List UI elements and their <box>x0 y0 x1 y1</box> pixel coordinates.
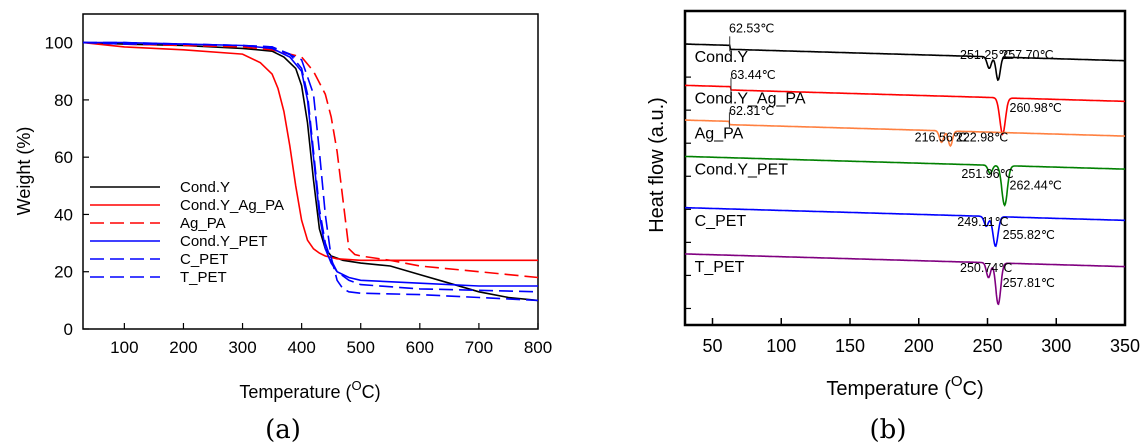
panel-a-plot-frame <box>82 13 539 330</box>
panel-b-peak-label: 257.70℃ <box>1001 48 1053 62</box>
panel-b-curve-label: Cond.Y_Ag_PA <box>695 91 806 108</box>
panel-b-peak-label: 62.53℃ <box>729 21 774 35</box>
panel-a-caption: (a) <box>265 415 301 445</box>
panel-a-x-tick-label: 500 <box>347 338 375 357</box>
panel-b-x-tick-label: 350 <box>1110 336 1140 356</box>
panel-b-series-cond-y <box>685 43 1125 82</box>
panel-b-x-tick-label: 300 <box>1041 336 1071 356</box>
panel-b-peak-label: 260.98℃ <box>1010 101 1062 115</box>
panel-a-legend-label: Cond.Y_Ag_PA <box>180 197 284 214</box>
panel-b-peak-label: 251.25℃ <box>960 48 1012 62</box>
panel-b-peak-label: 63.44℃ <box>730 68 775 82</box>
panel-a-series-cond-y-pet <box>83 41 538 287</box>
panel-b-x-tick-label: 200 <box>904 336 934 356</box>
panel-b-x-tick-label: 100 <box>766 336 796 356</box>
panel-a-y-tick-label: 20 <box>54 263 73 282</box>
panel-b-peak-label: 250.74℃ <box>960 261 1012 275</box>
panel-b-curve-label: Ag_PA <box>695 125 744 142</box>
panel-b-x-tick-label: 50 <box>702 336 722 356</box>
panel-b-curve-label: Cond.Y <box>695 49 749 66</box>
panel-a-x-tick-label: 100 <box>110 338 138 357</box>
panel-b-curve-label: Cond.Y_PET <box>695 162 789 179</box>
panel-b-x-axis-label: Temperature (OC) <box>826 373 983 400</box>
panel-a-legend-label: Cond.Y <box>180 179 230 196</box>
panel-b-series-cond-y-ag-pa <box>685 84 1126 136</box>
panel-b-curve-labels: Cond.Y Cond.Y_Ag_PA Ag_PA Cond.Y_PET C_PET T_… <box>695 49 806 276</box>
panel-a-series-cond-y-ag-pa <box>82 41 538 262</box>
panel-b-series-t-pet <box>684 253 1125 306</box>
panel-a-y-tick-label: 40 <box>54 205 73 224</box>
panel-b-peak-label: 216.56℃ <box>915 131 967 145</box>
panel-b-curve-label: T_PET <box>695 259 745 276</box>
panel-a-legend-label: Ag_PA <box>180 215 226 232</box>
panel-b-series-c-pet <box>685 206 1126 248</box>
panel-a-x-tick-label: 600 <box>406 338 434 357</box>
panel-a-x-tick-label: 800 <box>524 338 552 357</box>
panel-a-series <box>82 41 539 302</box>
panel-a-legend: Cond.YCond.Y_Ag_PAAg_PACond.Y_PETC_PETT_… <box>90 179 284 286</box>
panel-b-peak-label: 249.11℃ <box>957 215 1008 229</box>
panel-b-peak-label: 257.81℃ <box>1003 276 1055 290</box>
panel-a-tga-chart: 100 200 300 400 500 600 700 800 0 20 40 60 80 100 Con… <box>14 13 553 445</box>
panel-a-y-axis-label: Weight (%) <box>14 127 34 216</box>
panel-b-caption: (b) <box>870 415 907 445</box>
panel-a-y-tick-label: 100 <box>45 34 73 53</box>
panel-a-x-tick-label: 200 <box>169 338 197 357</box>
panel-b-series <box>684 36 1126 306</box>
panel-a-ticks: 100 200 300 400 500 600 700 800 0 20 40 60 80 100 <box>45 34 553 357</box>
panel-a-legend-label: T_PET <box>180 269 227 286</box>
panel-b-curve-label: C_PET <box>695 213 747 230</box>
panel-b-x-tick-label: 250 <box>972 336 1002 356</box>
panel-a-y-tick-label: 80 <box>54 91 73 110</box>
panel-a-legend-label: Cond.Y_PET <box>180 233 268 250</box>
panel-a-series-c-pet <box>82 41 539 293</box>
panel-b-peak-label: 255.82℃ <box>1003 228 1055 242</box>
panel-b-y-axis-label: Heat flow (a.u.) <box>646 97 668 233</box>
panel-b-series-ag-pa <box>685 119 1125 148</box>
panel-a-y-tick-label: 0 <box>64 320 73 339</box>
panel-a-x-tick-label: 400 <box>287 338 315 357</box>
panel-a-x-tick-label: 300 <box>228 338 256 357</box>
panel-b-dsc-chart: 50 100 150 200 250 300 350 Cond.Y Cond.Y_Ag_PA A… <box>646 9 1140 445</box>
panel-b-peak-label: 62.31℃ <box>729 104 774 118</box>
panel-b-series-cond-y-pet <box>684 155 1125 207</box>
panel-a-x-axis-label: Temperature (OC) <box>239 378 380 402</box>
panel-a-x-tick-label: 700 <box>465 338 493 357</box>
panel-b-ticks: 50 100 150 200 250 300 350 <box>685 43 1140 356</box>
panel-a-series-cond-y <box>82 41 539 302</box>
panel-a-y-tick-label: 60 <box>54 148 73 167</box>
panel-b-peak-label: 262.44℃ <box>1010 178 1062 192</box>
panel-a-legend-label: C_PET <box>180 251 228 268</box>
panel-b-peak-label: 222.98℃ <box>956 131 1008 145</box>
panel-b-plot-frame <box>683 9 1127 327</box>
panel-b-x-tick-label: 150 <box>835 336 865 356</box>
panel-b-peak-label: 251.96℃ <box>961 167 1013 181</box>
panel-a-series-ag-pa <box>82 41 539 279</box>
panel-a-series-t-pet <box>83 41 539 302</box>
